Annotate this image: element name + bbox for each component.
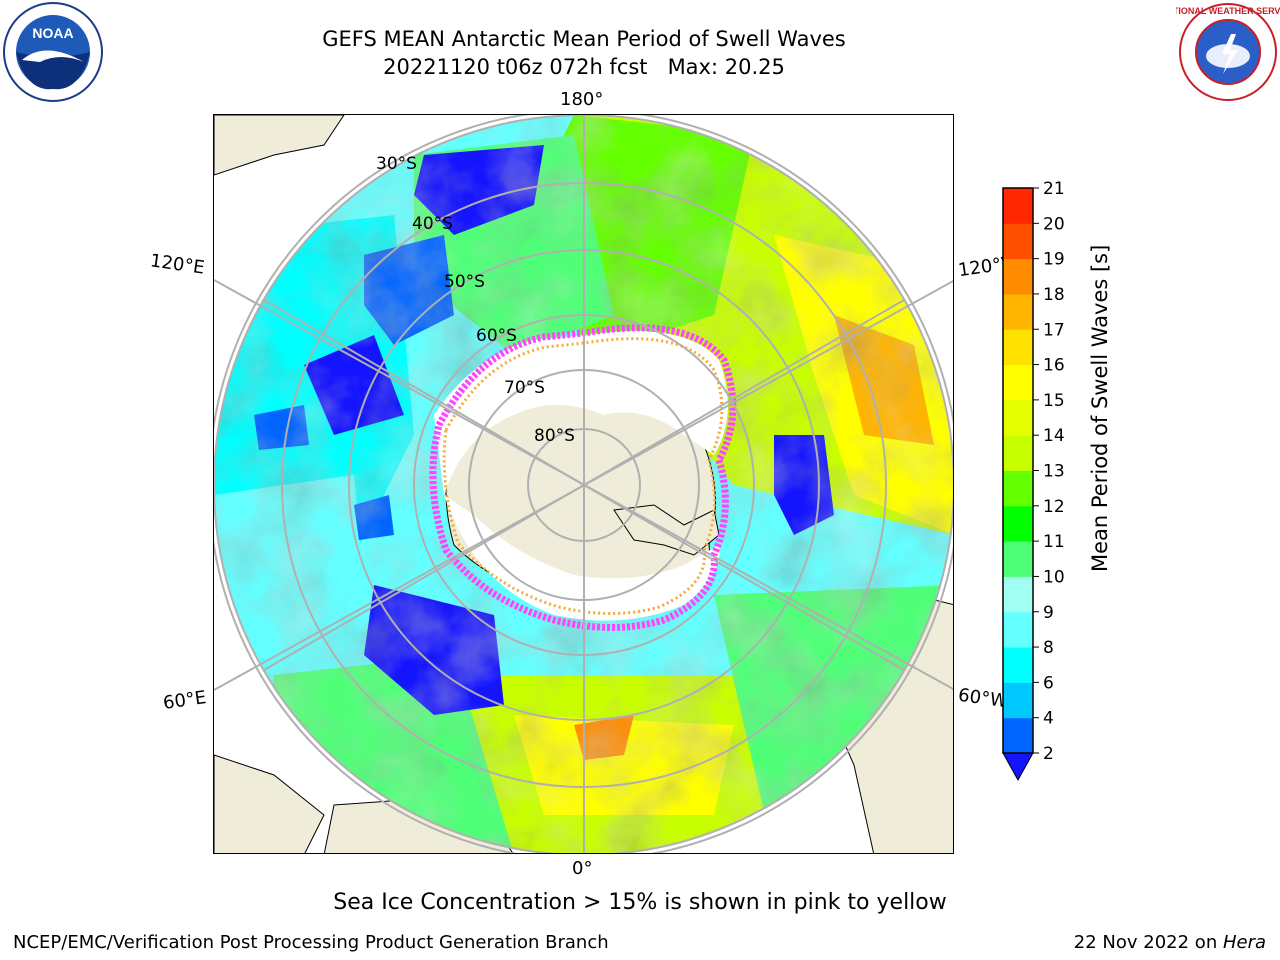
colorbar-box <box>1003 505 1033 542</box>
colorbar-tick-label: 10 <box>1043 567 1065 587</box>
lat-label: 30°S <box>376 154 417 174</box>
colorbar-box <box>1003 364 1033 401</box>
colorbar-box <box>1003 435 1033 471</box>
footer-date-text: 22 Nov 2022 on <box>1073 932 1223 953</box>
colorbar-box <box>1003 293 1033 330</box>
colorbar-box <box>1003 188 1033 224</box>
colorbar-box <box>1003 470 1033 507</box>
colorbar-tick-label: 18 <box>1043 285 1065 305</box>
svg-text:NOAA: NOAA <box>32 25 73 41</box>
map-panel: 30°S 40°S 50°S 60°S 70°S 80°S <box>213 114 954 854</box>
colorbar-box <box>1003 223 1033 260</box>
colorbar-tick-label: 15 <box>1043 391 1065 411</box>
colorbar-tick-label: 14 <box>1043 426 1065 446</box>
colorbar-box <box>1003 576 1033 613</box>
colorbar-tick-label: 16 <box>1043 356 1065 376</box>
colorbar-tick-label: 11 <box>1043 532 1065 552</box>
colorbar-box <box>1003 717 1033 754</box>
colorbar-tick-label: 6 <box>1043 673 1054 693</box>
lon-label-top: 180° <box>560 89 604 110</box>
colorbar-tick-label: 20 <box>1043 214 1065 234</box>
sea-ice-caption: Sea Ice Concentration > 15% is shown in … <box>333 890 947 915</box>
colorbar-tick-label: 19 <box>1043 250 1065 270</box>
colorbar: 2 4 6 8 9 10 11 12 13 14 15 16 17 18 19 20 21 <box>1002 180 1065 782</box>
colorbar-under-arrow <box>1002 752 1034 782</box>
lat-label: 60°S <box>476 326 517 346</box>
colorbar-box <box>1003 329 1033 366</box>
colorbar-tick-label: 4 <box>1043 709 1054 729</box>
colorbar-box <box>1003 541 1033 577</box>
colorbar-tick-label: 12 <box>1043 497 1065 517</box>
svg-text:NATIONAL WEATHER SERVICE: NATIONAL WEATHER SERVICE <box>1176 6 1280 16</box>
latitude-labels: 30°S 40°S 50°S 60°S 70°S 80°S <box>376 154 575 446</box>
colorbar-label: Mean Period of Swell Waves [s] <box>1088 244 1112 572</box>
colorbar-box <box>1003 647 1033 683</box>
colorbar-tick-label: 17 <box>1043 320 1065 340</box>
lat-label: 70°S <box>504 378 545 398</box>
map-subtitle: 20221120 t06z 072h fcst Max: 20.25 <box>383 55 785 79</box>
footer-date: 22 Nov 2022 on Hera <box>1074 932 1266 953</box>
colorbar-tick-label: 2 <box>1043 744 1054 764</box>
colorbar-tick-label: 21 <box>1043 180 1065 199</box>
sea-ice-edge <box>429 324 737 631</box>
noaa-logo: NOAA <box>3 2 103 102</box>
footer-organization: NCEP/EMC/Verification Post Processing Pr… <box>13 932 609 953</box>
lat-label: 50°S <box>444 272 485 292</box>
lon-label-lower-left: 60°E <box>161 687 208 714</box>
colorbar-tick-label: 13 <box>1043 462 1065 482</box>
map-title: GEFS MEAN Antarctic Mean Period of Swell… <box>322 27 846 51</box>
nws-logo: NATIONAL WEATHER SERVICE <box>1176 3 1280 101</box>
colorbar-tick-label: 9 <box>1043 603 1054 623</box>
lon-label-bottom: 0° <box>572 858 593 879</box>
lat-label: 80°S <box>534 426 575 446</box>
colorbar-box <box>1003 399 1033 436</box>
colorbar-box <box>1003 682 1033 719</box>
colorbar-tick-label: 8 <box>1043 638 1054 658</box>
lon-label-upper-left: 120°E <box>148 250 206 279</box>
graticule <box>214 115 953 853</box>
colorbar-box <box>1003 258 1033 295</box>
lat-label: 40°S <box>412 214 453 234</box>
footer-host: Hera <box>1222 932 1266 953</box>
colorbar-box <box>1003 611 1033 648</box>
